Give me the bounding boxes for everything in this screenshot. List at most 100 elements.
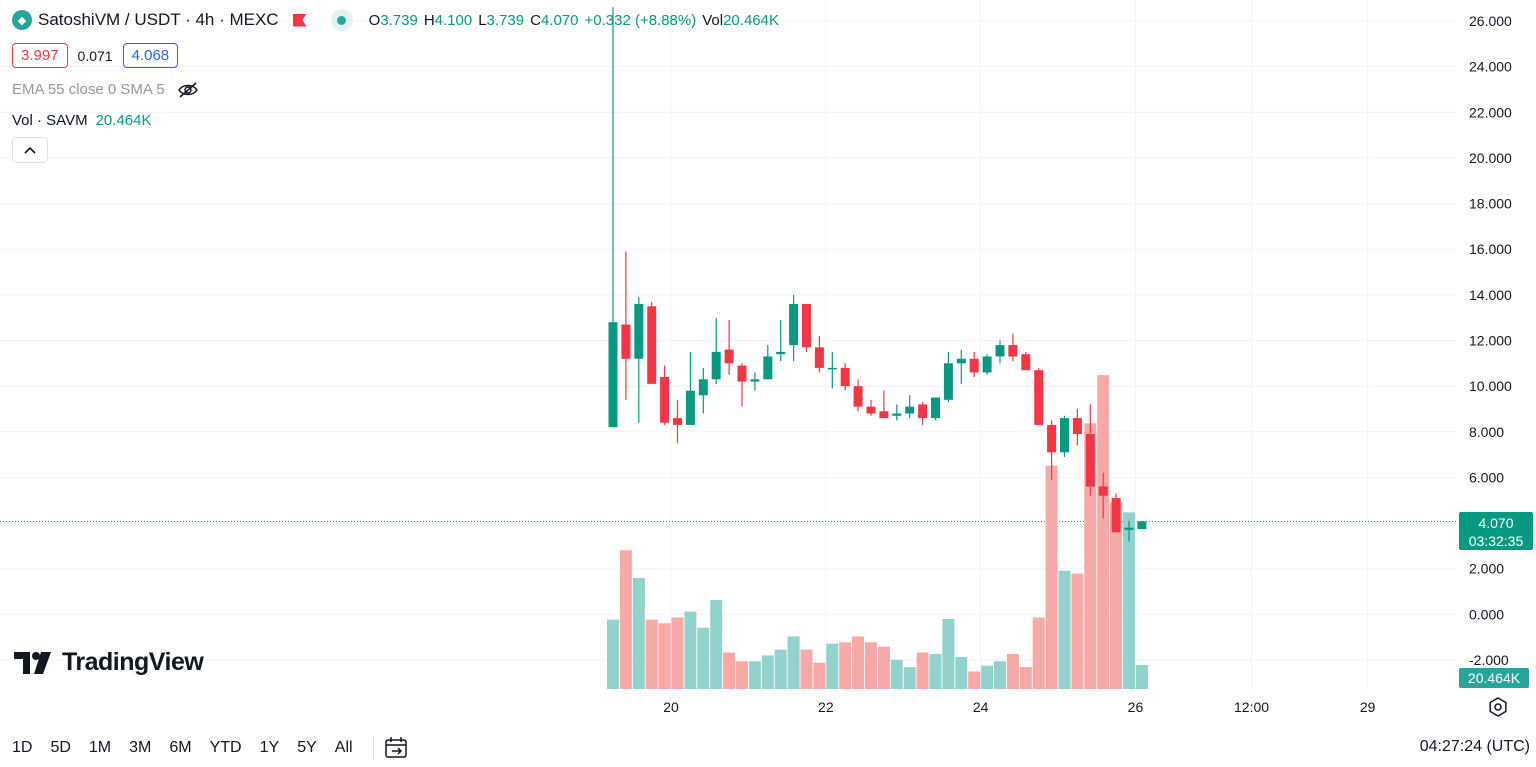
ohlc-close-value: 4.070 — [540, 11, 579, 29]
price-tick-label: 22.000 — [1469, 104, 1512, 120]
volume-bar — [1110, 502, 1123, 689]
range-button-all[interactable]: All — [334, 739, 353, 756]
market-open-dot-icon — [330, 9, 353, 31]
candle — [969, 351, 979, 378]
candle-body — [840, 367, 850, 387]
candle-body — [647, 306, 657, 384]
ohlc-open-value: 3.739 — [380, 11, 418, 29]
candle-body — [1098, 486, 1108, 496]
time-tick-label: 26 — [1128, 699, 1144, 715]
range-button-6m[interactable]: 6M — [169, 739, 192, 756]
candle-body — [1034, 370, 1044, 425]
range-button-5d[interactable]: 5D — [50, 739, 71, 756]
candle-body — [763, 356, 773, 380]
price-tick-label: 10.000 — [1469, 378, 1512, 394]
candle-body — [866, 406, 876, 414]
spread-value: 0.071 — [77, 47, 113, 64]
volume-bar — [877, 646, 890, 689]
volume-bar — [800, 649, 813, 689]
time-tick-label: 24 — [973, 699, 989, 715]
chevron-up-icon — [24, 146, 36, 154]
buy-button[interactable]: 4.068 — [122, 43, 179, 68]
price-tick-label: 24.000 — [1469, 59, 1512, 75]
volume-bar — [968, 671, 981, 689]
symbol-title[interactable]: SatoshiVM / USDT · 4h · MEXC — [38, 10, 279, 29]
volume-bar — [697, 627, 710, 689]
candle — [647, 301, 657, 384]
volume-bar — [1071, 573, 1084, 689]
candle — [918, 402, 928, 425]
range-button-5y[interactable]: 5Y — [297, 739, 317, 756]
price-axis[interactable]: 26.000 24.000 22.000 20.000 18.000 16.000 14.0… — [1469, 13, 1512, 668]
volume-bar — [865, 642, 877, 689]
candle — [802, 303, 811, 352]
candle — [1124, 520, 1134, 542]
time-tick-label: 22 — [818, 699, 834, 715]
volume-bar — [994, 661, 1006, 689]
candle-body — [892, 413, 902, 416]
volume-bar — [645, 619, 658, 689]
price-tick-label: 12.000 — [1469, 333, 1512, 349]
candle-body — [673, 418, 682, 425]
volume-bar — [1032, 617, 1045, 689]
volume-bar — [890, 659, 903, 689]
time-axis[interactable]: 20 22 24 26 12:00 29 — [663, 699, 1375, 715]
range-button-3m[interactable]: 3M — [129, 739, 152, 756]
utc-clock[interactable]: 04:27:24 (UTC) — [1419, 738, 1530, 755]
candle-body — [802, 303, 811, 348]
price-tick-label: 16.000 — [1469, 241, 1512, 257]
ohlc-low-value: 3.739 — [486, 11, 525, 29]
price-tick-label: 0.000 — [1469, 606, 1504, 622]
candle-body — [776, 351, 786, 355]
volume-bar — [710, 599, 723, 689]
candle — [905, 395, 915, 419]
volume-bar — [736, 661, 748, 689]
ema-indicator-label[interactable]: EMA 55 close 0 SMA 5 — [12, 81, 165, 98]
candle-body — [853, 386, 863, 407]
volume-bar — [607, 619, 619, 689]
last-price-tag: 4.070 03:32:35 — [1459, 512, 1533, 550]
candle — [1008, 333, 1018, 362]
sell-button[interactable]: 3.997 — [12, 43, 68, 68]
range-button-1y[interactable]: 1Y — [259, 739, 280, 756]
tradingview-logo[interactable]: TradingView — [14, 648, 204, 677]
flag-icon[interactable] — [292, 13, 307, 27]
eye-off-icon[interactable] — [177, 81, 199, 98]
price-tick-label: 2.000 — [1469, 561, 1504, 577]
candle — [1034, 367, 1044, 425]
tradingview-logo-text: TradingView — [62, 648, 204, 676]
volume-legend[interactable]: Vol · SAVM 20.464K — [12, 112, 151, 129]
volume-bar — [671, 617, 684, 689]
range-button-ytd[interactable]: YTD — [209, 739, 242, 756]
bid-ask-row: 3.997 0.071 4.068 — [12, 43, 179, 68]
range-button-1m[interactable]: 1M — [88, 739, 112, 756]
chart-settings-icon[interactable] — [1488, 697, 1508, 717]
candle — [750, 372, 760, 391]
candle-body — [1137, 521, 1147, 530]
calendar-range-icon[interactable] — [384, 736, 410, 760]
candle-body — [685, 390, 695, 425]
volume-indicator-value: 20.464K — [95, 112, 152, 129]
time-tick-label: 12:00 — [1234, 699, 1269, 715]
tradingview-logo-icon — [14, 651, 51, 674]
ema-legend[interactable]: EMA 55 close 0 SMA 5 — [12, 81, 199, 98]
volume-bar — [723, 652, 736, 689]
volume-bar — [981, 665, 994, 689]
last-volume-tag: 20.464K — [1459, 668, 1529, 688]
toolbar-divider — [372, 736, 374, 760]
price-tick-label: 6.000 — [1469, 469, 1504, 485]
candle — [685, 351, 695, 425]
candle-body — [943, 363, 953, 400]
collapse-legend-button[interactable] — [12, 137, 48, 163]
range-button-1d[interactable]: 1D — [12, 739, 33, 756]
range-buttons: 1D 5D 1M 3M 6M YTD 1Y 5Y All — [0, 739, 359, 757]
candle — [995, 340, 1005, 364]
last-price-value: 4.070 — [1478, 515, 1514, 531]
volume-bar — [942, 618, 955, 689]
volume-bar — [1084, 423, 1097, 689]
candle — [660, 365, 670, 425]
volume-indicator-label[interactable]: Vol · SAVM — [12, 112, 88, 129]
candle-body — [931, 397, 940, 419]
price-tick-label: -2.000 — [1469, 652, 1509, 668]
